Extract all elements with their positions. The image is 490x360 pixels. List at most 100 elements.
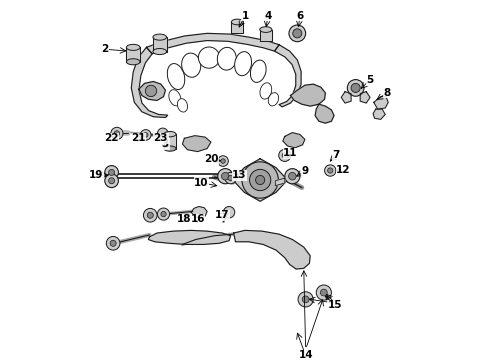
Polygon shape <box>283 132 305 148</box>
Circle shape <box>242 162 278 198</box>
Polygon shape <box>274 45 301 107</box>
Circle shape <box>347 80 364 96</box>
Circle shape <box>221 172 229 180</box>
Ellipse shape <box>164 146 176 151</box>
Ellipse shape <box>164 131 176 137</box>
Circle shape <box>256 175 265 185</box>
Text: 16: 16 <box>191 214 205 224</box>
Polygon shape <box>148 230 231 244</box>
Text: 13: 13 <box>232 170 246 180</box>
Polygon shape <box>182 136 211 152</box>
Circle shape <box>293 29 302 38</box>
Text: 15: 15 <box>328 300 343 310</box>
Text: 8: 8 <box>384 88 391 98</box>
Circle shape <box>298 292 313 307</box>
Text: 2: 2 <box>101 44 108 54</box>
Ellipse shape <box>268 93 279 106</box>
Ellipse shape <box>167 64 185 90</box>
Circle shape <box>144 132 148 137</box>
Circle shape <box>324 165 336 176</box>
Text: 7: 7 <box>332 150 340 160</box>
Circle shape <box>111 127 123 139</box>
Circle shape <box>157 208 170 220</box>
Circle shape <box>289 172 296 180</box>
Polygon shape <box>131 48 168 117</box>
Polygon shape <box>260 30 272 41</box>
Polygon shape <box>291 84 325 106</box>
Ellipse shape <box>260 83 272 99</box>
Circle shape <box>110 240 116 246</box>
Circle shape <box>146 85 157 96</box>
Circle shape <box>302 296 309 303</box>
Polygon shape <box>341 92 351 103</box>
Polygon shape <box>374 96 388 109</box>
Circle shape <box>285 168 300 184</box>
Polygon shape <box>164 134 176 149</box>
Ellipse shape <box>126 59 140 65</box>
Circle shape <box>147 212 153 218</box>
Circle shape <box>106 237 120 250</box>
Polygon shape <box>231 22 244 33</box>
Ellipse shape <box>169 90 181 106</box>
Ellipse shape <box>153 49 167 55</box>
Text: 6: 6 <box>296 11 304 21</box>
Polygon shape <box>275 178 285 186</box>
Text: 17: 17 <box>215 210 230 220</box>
Circle shape <box>228 175 233 181</box>
Polygon shape <box>233 159 288 201</box>
Text: 10: 10 <box>194 177 209 188</box>
Circle shape <box>328 168 333 173</box>
Circle shape <box>279 149 291 161</box>
Text: 21: 21 <box>131 133 146 143</box>
Circle shape <box>289 25 306 42</box>
Polygon shape <box>315 104 334 123</box>
Circle shape <box>316 285 331 300</box>
Polygon shape <box>126 48 140 62</box>
Text: 12: 12 <box>336 165 351 175</box>
Ellipse shape <box>218 48 236 70</box>
Text: 11: 11 <box>283 148 298 158</box>
Ellipse shape <box>182 53 201 77</box>
Circle shape <box>105 166 119 179</box>
Circle shape <box>351 84 360 93</box>
Text: 19: 19 <box>89 170 104 180</box>
Text: 5: 5 <box>367 75 374 85</box>
Circle shape <box>218 156 228 166</box>
Ellipse shape <box>235 51 251 76</box>
Circle shape <box>105 174 119 188</box>
Text: 18: 18 <box>177 214 192 224</box>
Circle shape <box>221 159 225 163</box>
Ellipse shape <box>177 99 188 112</box>
Text: 4: 4 <box>264 11 271 21</box>
Text: 14: 14 <box>298 350 313 360</box>
Ellipse shape <box>231 19 244 25</box>
Polygon shape <box>373 109 385 120</box>
Polygon shape <box>360 92 370 103</box>
Ellipse shape <box>198 47 220 68</box>
Polygon shape <box>191 207 207 218</box>
Ellipse shape <box>126 44 140 50</box>
Text: 22: 22 <box>104 133 119 143</box>
Text: 23: 23 <box>154 133 168 143</box>
Text: 3: 3 <box>162 139 169 149</box>
Circle shape <box>141 130 151 140</box>
Circle shape <box>225 172 236 184</box>
Polygon shape <box>153 37 167 51</box>
Circle shape <box>144 208 157 222</box>
Circle shape <box>282 153 288 158</box>
Circle shape <box>249 170 271 190</box>
Circle shape <box>218 168 233 184</box>
Polygon shape <box>139 81 166 100</box>
Text: 20: 20 <box>204 154 218 164</box>
Circle shape <box>109 178 115 184</box>
Circle shape <box>114 131 120 136</box>
Text: 1: 1 <box>242 11 248 21</box>
Circle shape <box>320 289 327 296</box>
Circle shape <box>109 170 115 175</box>
Ellipse shape <box>260 27 272 32</box>
Text: 9: 9 <box>301 166 308 176</box>
Circle shape <box>161 211 166 217</box>
Circle shape <box>223 207 235 218</box>
Ellipse shape <box>250 60 266 82</box>
Ellipse shape <box>153 34 167 40</box>
